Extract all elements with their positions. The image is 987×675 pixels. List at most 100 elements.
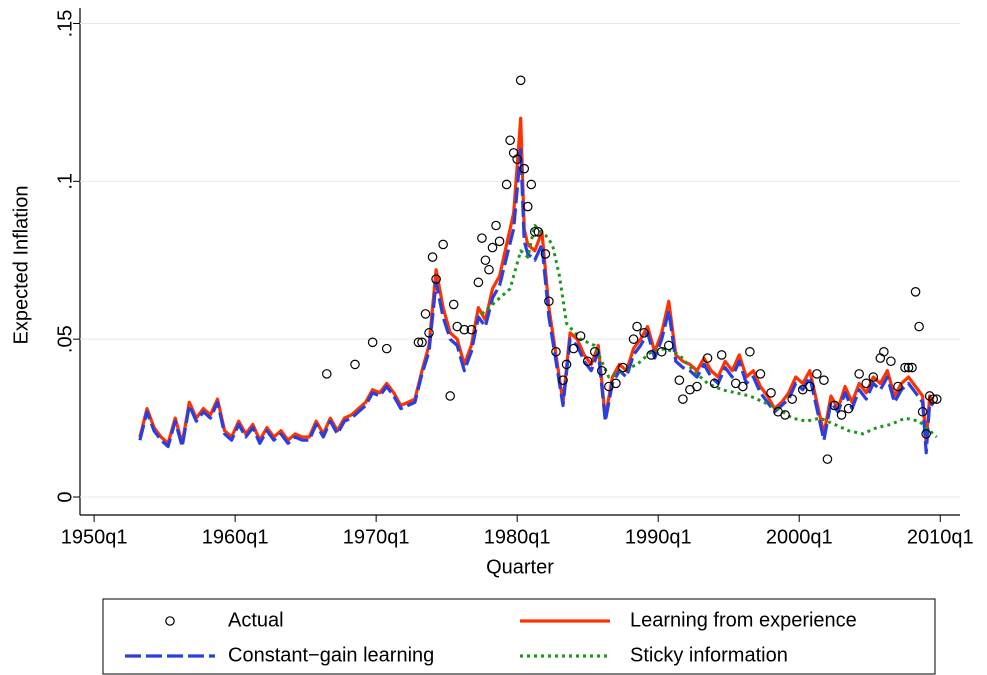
legend-symbol [165, 616, 175, 626]
x-tick-label: 1970q1 [343, 526, 410, 548]
data-point [678, 394, 688, 404]
data-point [589, 346, 600, 357]
data-point [716, 350, 727, 360]
data-point [893, 381, 903, 392]
data-point [745, 346, 755, 357]
data-point [805, 381, 815, 392]
data-point [512, 154, 522, 165]
x-tick-label: 1990q1 [625, 526, 692, 548]
data-point [459, 324, 470, 335]
data-point [427, 252, 438, 262]
legend-box [102, 598, 936, 675]
data-point [886, 356, 896, 367]
data-point [843, 403, 854, 414]
data-point [466, 324, 477, 335]
data-point [420, 309, 431, 319]
y-tick-label: .1 [54, 173, 76, 190]
data-point [575, 331, 586, 341]
y-axis-label: Expected Inflation [10, 186, 32, 345]
series-line [138, 148, 935, 455]
legend-label: Constant−gain learning [228, 644, 434, 666]
y-tick-label: 0 [54, 491, 76, 502]
data-point [487, 242, 498, 253]
x-tick-label: 2010q1 [907, 526, 974, 548]
data-point [530, 227, 540, 237]
data-point [900, 362, 910, 373]
data-point [632, 321, 642, 332]
data-point [674, 375, 685, 386]
data-point [480, 255, 491, 266]
data-point [618, 362, 628, 373]
data-point [879, 346, 889, 357]
data-point [558, 375, 568, 386]
data-point [628, 334, 639, 344]
data-point [921, 429, 931, 439]
y-tick-label: .15 [54, 10, 76, 38]
x-tick-label: 1950q1 [61, 526, 128, 548]
legend-label: Sticky information [630, 644, 788, 666]
data-point [477, 233, 487, 243]
data-point [431, 274, 441, 284]
data-point [522, 201, 533, 212]
data-point [836, 410, 847, 420]
data-point [515, 75, 526, 86]
data-point [417, 337, 427, 348]
y-tick-label: .05 [54, 325, 76, 353]
data-point [868, 372, 879, 382]
legend-label: Actual [228, 609, 284, 631]
data-point [448, 299, 459, 310]
data-point [907, 362, 917, 373]
data-point [755, 369, 766, 379]
data-point [544, 296, 554, 307]
data-point [709, 378, 720, 389]
x-tick-label: 1960q1 [202, 526, 269, 548]
data-point [367, 337, 378, 348]
data-point [491, 220, 501, 231]
data-point [639, 328, 649, 338]
data-point [438, 239, 448, 250]
data-point [484, 264, 494, 275]
series-line [138, 116, 935, 445]
data-point [445, 391, 455, 401]
data-point [321, 369, 332, 379]
data-point [903, 362, 914, 373]
data-point [611, 378, 621, 389]
data-point [656, 346, 667, 357]
data-point [501, 179, 512, 190]
data-point [561, 359, 572, 370]
data-point [931, 394, 942, 404]
data-point [928, 394, 939, 404]
data-point [861, 378, 872, 389]
data-point [519, 163, 530, 174]
x-tick-label: 1980q1 [484, 526, 551, 548]
data-point [596, 365, 607, 376]
plot-area [138, 75, 942, 464]
data-point [812, 369, 822, 379]
x-tick-label: 2000q1 [766, 526, 833, 548]
data-point [582, 356, 593, 367]
data-point [910, 287, 921, 297]
data-point [533, 227, 544, 237]
data-point [819, 375, 829, 386]
series-line [480, 224, 938, 439]
data-point [350, 359, 360, 370]
data-point [551, 346, 561, 357]
data-point [780, 410, 790, 420]
data-point [568, 343, 579, 354]
data-point [914, 321, 924, 332]
data-point [829, 400, 840, 411]
data-point [646, 350, 656, 360]
data-point [702, 353, 713, 363]
data-point [822, 454, 833, 464]
data-point [917, 406, 928, 417]
data-point [381, 343, 392, 354]
data-point [766, 388, 776, 398]
data-point [494, 236, 505, 247]
data-point [692, 381, 702, 392]
data-point [473, 277, 484, 288]
data-point [413, 337, 424, 348]
data-point [540, 249, 551, 259]
data-point [505, 135, 515, 146]
